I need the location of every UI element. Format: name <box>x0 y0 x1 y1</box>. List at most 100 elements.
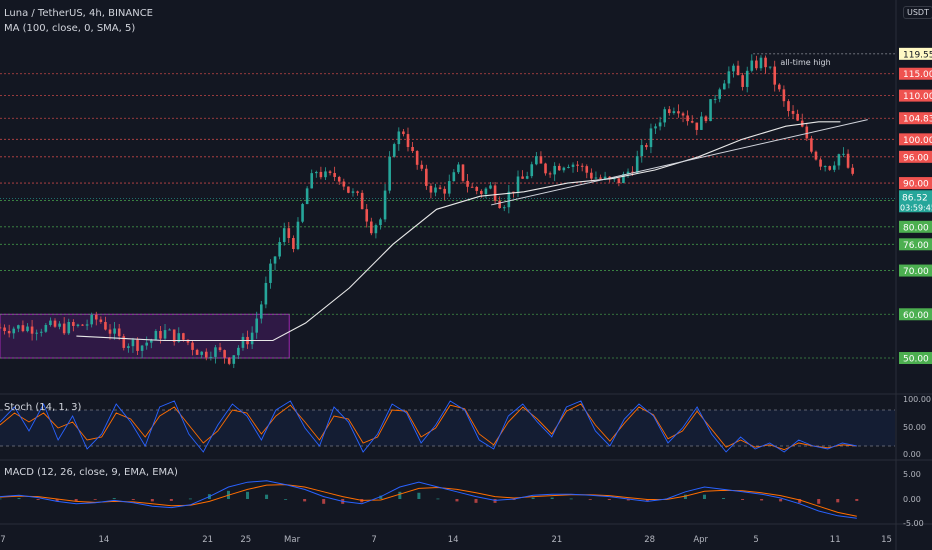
price-level-label: 60.00 <box>903 311 929 321</box>
price-level-label: 76.00 <box>903 241 929 251</box>
candle-body <box>122 336 126 348</box>
candle-body <box>379 219 382 226</box>
macd-tick-label: -5.00 <box>903 519 924 528</box>
candle-body <box>131 339 135 347</box>
candle-body <box>796 113 799 121</box>
candle-body <box>204 351 208 358</box>
candle-body <box>654 126 657 129</box>
candle-body <box>603 176 607 179</box>
macd-histogram-bar <box>265 494 269 499</box>
candle-body <box>49 320 52 325</box>
candle-body <box>686 115 689 122</box>
candle-body <box>626 171 630 174</box>
macd-histogram-bar <box>836 499 840 503</box>
candle-body <box>397 131 401 145</box>
macd-histogram-bar <box>303 499 307 502</box>
candle-body <box>667 109 671 114</box>
price-level-tag <box>899 67 932 80</box>
candle-body <box>172 329 176 342</box>
candle-body <box>782 89 786 102</box>
stoch-tick-label: 50.00 <box>903 423 926 432</box>
candle-body <box>351 191 355 193</box>
candle-body <box>599 177 602 179</box>
candle-body <box>99 319 103 322</box>
candle-body <box>67 322 71 334</box>
candle-body <box>548 173 552 175</box>
macd-histogram-bar <box>398 491 402 499</box>
macd-histogram-bar <box>0 498 2 500</box>
ath-annotation: all-time high <box>780 58 830 67</box>
candle-body <box>512 191 515 193</box>
macd-histogram-bar <box>93 499 97 500</box>
candle-body <box>406 134 410 147</box>
candle-body <box>250 332 254 345</box>
candle-body <box>690 121 694 123</box>
candle-body <box>136 339 139 351</box>
x-tick-label: Apr <box>693 535 708 545</box>
candle-body <box>237 347 240 356</box>
candle-body <box>438 187 442 189</box>
candle-body <box>837 154 841 166</box>
candle-body <box>383 190 387 220</box>
candle-body <box>182 333 185 340</box>
candle-body <box>447 181 451 194</box>
candle-body <box>296 221 300 250</box>
price-level-label: 119.55 <box>903 50 932 60</box>
macd-tick-label: 0.00 <box>903 495 921 504</box>
x-tick-label: 7 <box>371 535 376 545</box>
candle-body <box>72 322 75 326</box>
macd-histogram-bar <box>17 498 21 499</box>
candle-body <box>255 318 259 333</box>
candle-body <box>392 144 396 157</box>
candle-body <box>571 164 575 167</box>
candle-body <box>140 345 144 351</box>
candle-body <box>168 329 171 331</box>
candle-body <box>12 328 16 334</box>
current-price-label: 86.52 <box>902 193 928 203</box>
price-level-label: 80.00 <box>903 223 929 233</box>
candle-body <box>443 188 446 194</box>
candle-body <box>301 204 304 222</box>
macd-line <box>0 480 857 519</box>
macd-legend: MACD (12, 26, close, 9, EMA, EMA) <box>4 467 178 478</box>
candle-body <box>590 172 593 179</box>
candle-body <box>337 176 341 182</box>
candle-body <box>425 168 428 186</box>
x-tick-label: 14 <box>99 535 110 545</box>
currency-button[interactable]: USDT <box>903 6 932 19</box>
candle-body <box>557 165 561 171</box>
candle-body <box>539 156 543 164</box>
candle-body <box>562 167 566 171</box>
macd-histogram-bar <box>150 499 154 502</box>
candle-body <box>30 326 34 334</box>
macd-histogram-bar <box>455 499 459 502</box>
candle-body <box>415 151 419 165</box>
candle-body <box>525 176 529 179</box>
price-level-label: 104.83 <box>903 115 932 125</box>
candle-body <box>94 314 98 320</box>
candle-body <box>663 109 667 123</box>
price-level-label: 70.00 <box>903 267 929 277</box>
macd-histogram-bar <box>131 499 135 500</box>
candle-body <box>26 326 29 332</box>
candle-body <box>704 116 708 122</box>
candle-body <box>420 164 424 169</box>
candle-body <box>434 187 437 193</box>
x-tick-label: 7 <box>0 535 5 545</box>
candle-body <box>773 66 777 85</box>
candle-body <box>645 145 648 148</box>
candle-body <box>516 176 520 192</box>
candle-body <box>328 171 332 174</box>
countdown-label: 03:59:45 <box>900 203 932 212</box>
candle-body <box>791 111 795 114</box>
candle-body <box>195 349 199 355</box>
candle-body <box>814 151 818 160</box>
macd-histogram-bar <box>798 499 802 503</box>
candle-body <box>727 71 731 84</box>
consolidation-box <box>0 313 290 359</box>
candle-body <box>700 116 703 130</box>
price-level-tag <box>899 177 932 190</box>
candle-body <box>163 330 167 339</box>
macd-histogram-bar <box>36 499 40 500</box>
